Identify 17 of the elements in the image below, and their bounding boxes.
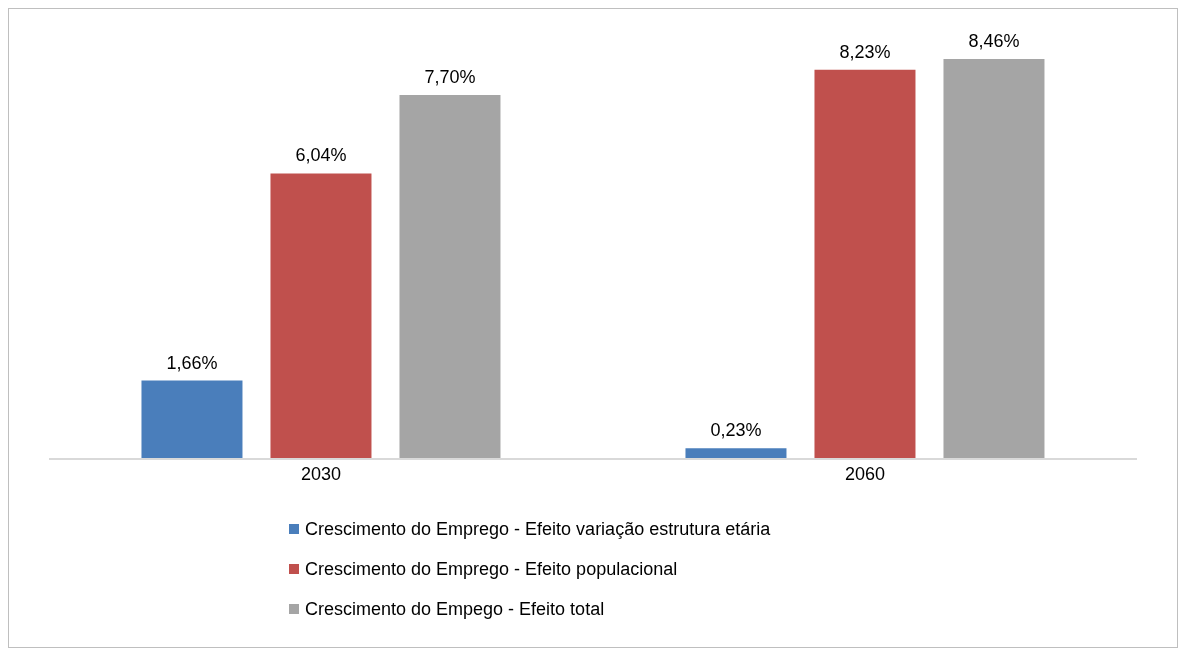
bar bbox=[685, 448, 787, 459]
data-label: 0,23% bbox=[710, 420, 762, 441]
data-label: 7,70% bbox=[424, 66, 476, 87]
data-label: 8,46% bbox=[968, 31, 1020, 51]
legend-label: Crescimento do Empego - Efeito total bbox=[305, 598, 605, 620]
bar bbox=[814, 69, 916, 459]
bar bbox=[943, 59, 1045, 459]
x-tick-label: 2060 bbox=[844, 463, 886, 484]
data-label: 6,04% bbox=[295, 145, 347, 166]
bar bbox=[399, 94, 501, 459]
legend-label: Crescimento do Emprego - Efeito variação estrutura etária bbox=[305, 518, 771, 540]
bar bbox=[141, 380, 243, 459]
data-label: 8,23% bbox=[839, 41, 891, 62]
legend-label: Crescimento do Emprego - Efeito populacional bbox=[305, 558, 678, 580]
data-label: 1,66% bbox=[166, 352, 218, 373]
bar bbox=[270, 173, 372, 459]
x-tick-label: 2030 bbox=[300, 463, 342, 484]
